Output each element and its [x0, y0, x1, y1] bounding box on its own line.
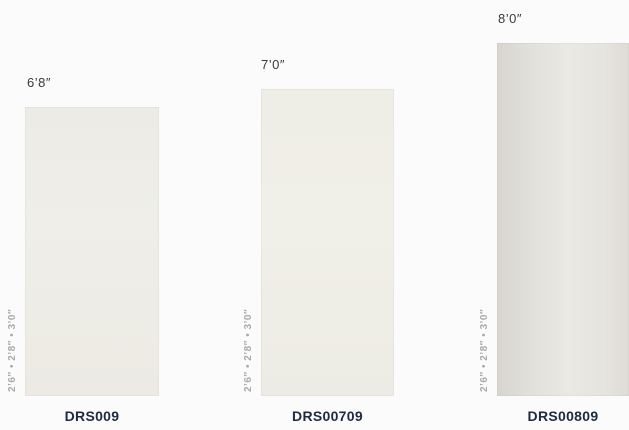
- door-height-label: 8’0″: [498, 11, 522, 26]
- door-panel-drs00809[interactable]: [497, 43, 629, 396]
- door-width-options: 2’6″ • 2’8″ • 3’0″: [479, 308, 490, 392]
- door-height-label: 6’8″: [27, 75, 51, 90]
- door-width-options: 2’6″ • 2’8″ • 3’0″: [243, 308, 254, 392]
- door-model-label[interactable]: DRS00809: [527, 408, 599, 424]
- door-model-label[interactable]: DRS009: [64, 408, 120, 424]
- door-height-label: 7’0″: [261, 57, 285, 72]
- door-model-label[interactable]: DRS00709: [292, 408, 363, 424]
- door-panel-drs00709[interactable]: [261, 89, 394, 396]
- door-panel-drs009[interactable]: [25, 107, 159, 396]
- door-width-options: 2’6″ • 2’8″ • 3’0″: [7, 308, 18, 392]
